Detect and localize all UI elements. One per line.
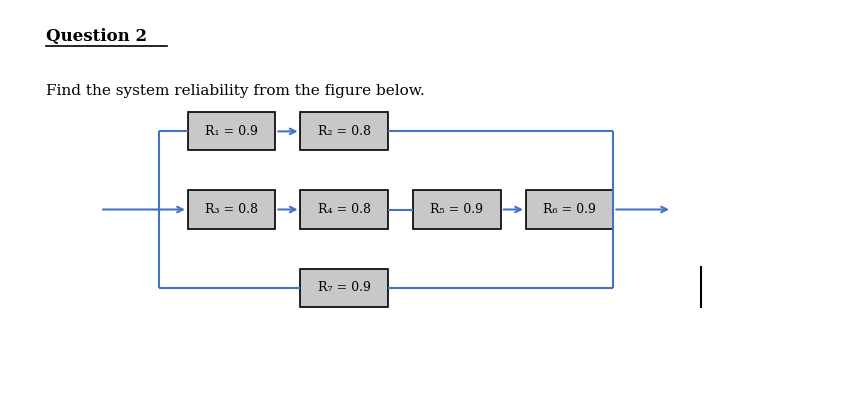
Text: R₂ = 0.8: R₂ = 0.8 — [318, 125, 371, 138]
Text: R₄ = 0.8: R₄ = 0.8 — [318, 203, 371, 216]
FancyBboxPatch shape — [413, 191, 501, 229]
FancyBboxPatch shape — [526, 191, 614, 229]
Text: R₅ = 0.9: R₅ = 0.9 — [431, 203, 484, 216]
Text: R₃ = 0.8: R₃ = 0.8 — [205, 203, 258, 216]
Text: R₇ = 0.9: R₇ = 0.9 — [318, 281, 371, 294]
FancyBboxPatch shape — [300, 269, 388, 307]
FancyBboxPatch shape — [188, 191, 276, 229]
Text: Find the system reliability from the figure below.: Find the system reliability from the fig… — [46, 84, 425, 98]
Text: R₆ = 0.9: R₆ = 0.9 — [543, 203, 596, 216]
Text: Question 2: Question 2 — [46, 28, 147, 45]
FancyBboxPatch shape — [300, 191, 388, 229]
Text: R₁ = 0.9: R₁ = 0.9 — [205, 125, 258, 138]
FancyBboxPatch shape — [300, 112, 388, 151]
FancyBboxPatch shape — [188, 112, 276, 151]
